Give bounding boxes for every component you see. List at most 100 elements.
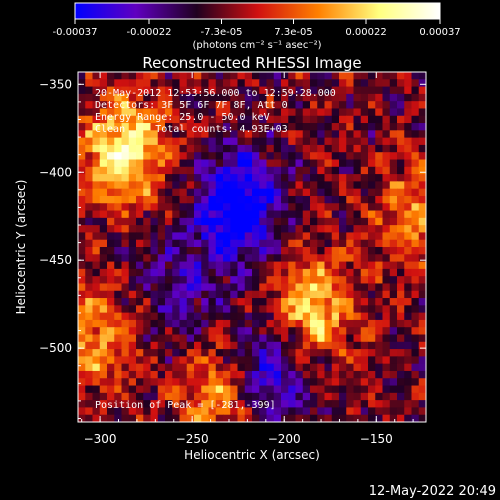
heatmap-cell [194, 72, 202, 80]
heatmap-cell [165, 195, 173, 204]
heatmap-cell [302, 181, 311, 190]
heatmap-cell [411, 123, 420, 131]
heatmap-cell [418, 341, 426, 350]
heatmap-cell [121, 79, 130, 88]
heatmap-cell [223, 137, 231, 146]
heatmap-cell [418, 108, 426, 117]
heatmap-cell [288, 93, 297, 102]
heatmap-cell [375, 290, 384, 299]
heatmap-cell [302, 414, 311, 422]
heatmap-cell [201, 327, 210, 336]
heatmap-cell [273, 247, 282, 255]
heatmap-cell [324, 72, 333, 80]
heatmap-cell [288, 298, 297, 306]
heatmap-cell [339, 174, 347, 182]
heatmap-cell [389, 385, 398, 394]
heatmap-cell [310, 268, 318, 277]
heatmap-cell [418, 137, 426, 146]
heatmap-cell [382, 86, 391, 95]
heatmap-cell [223, 108, 231, 117]
heatmap-cell [295, 72, 304, 80]
heatmap-cell [252, 101, 260, 110]
heatmap-cell [136, 414, 144, 422]
heatmap-cell [404, 86, 413, 95]
heatmap-cell [92, 174, 101, 182]
heatmap-cell [157, 174, 166, 182]
heatmap-cell [121, 210, 130, 219]
heatmap-cell [121, 349, 130, 357]
heatmap-cell [157, 298, 166, 306]
heatmap-cell [382, 327, 391, 336]
heatmap-cell [389, 341, 398, 350]
heatmap-cell [114, 247, 123, 255]
heatmap-cell [114, 137, 123, 146]
heatmap-cell [186, 327, 195, 336]
heatmap-cell [375, 334, 384, 343]
heatmap-cell [353, 195, 362, 204]
heatmap-cell [295, 392, 304, 401]
heatmap-cell [360, 327, 369, 336]
heatmap-cell [150, 159, 159, 168]
heatmap-cell [92, 341, 101, 350]
heatmap-cell [179, 385, 188, 394]
heatmap-cell [157, 181, 166, 190]
heatmap-cell [85, 195, 94, 204]
heatmap-cell [114, 341, 123, 350]
heatmap-cell [165, 159, 173, 168]
heatmap-cell [237, 261, 246, 270]
heatmap-cell [179, 130, 188, 139]
heatmap-cell [346, 327, 355, 336]
y-tick-label: −450 [39, 253, 72, 267]
heatmap-cell [186, 174, 195, 182]
heatmap-cell [375, 378, 384, 387]
heatmap-cell [360, 144, 369, 153]
heatmap-cell [107, 225, 115, 234]
heatmap-cell [411, 305, 420, 314]
heatmap-cell [237, 130, 246, 139]
heatmap-cell [353, 166, 362, 175]
heatmap-cell [208, 385, 217, 394]
heatmap-cell [310, 115, 318, 124]
heatmap-cell [404, 400, 413, 409]
heatmap-cell [382, 195, 391, 204]
heatmap-cell [215, 210, 224, 219]
heatmap-cell [266, 195, 275, 204]
heatmap-cell [179, 159, 188, 168]
heatmap-cell [266, 392, 275, 401]
heatmap-cell [237, 283, 246, 292]
heatmap-cell [215, 144, 224, 153]
heatmap-cell [165, 166, 173, 175]
heatmap-cell [244, 298, 253, 306]
heatmap-cell [404, 108, 413, 117]
heatmap-cell [157, 327, 166, 336]
heatmap-cell [368, 101, 376, 110]
heatmap-cell [99, 341, 108, 350]
heatmap-cell [346, 290, 355, 299]
heatmap-cell [266, 349, 275, 357]
heatmap-cell [346, 159, 355, 168]
heatmap-cell [172, 385, 181, 394]
heatmap-cell [92, 79, 101, 88]
heatmap-cell [411, 370, 420, 379]
heatmap-cell [266, 247, 275, 255]
heatmap-cell [273, 254, 282, 263]
heatmap-cell [85, 254, 94, 263]
heatmap-cell [339, 210, 347, 219]
heatmap-cell [382, 319, 391, 328]
heatmap-cell [252, 93, 260, 102]
heatmap-cell [281, 327, 289, 336]
heatmap-cell [375, 312, 384, 321]
heatmap-cell [288, 305, 297, 314]
heatmap-cell [208, 392, 217, 401]
heatmap-cell [99, 254, 108, 263]
heatmap-cell [85, 327, 94, 336]
heatmap-cell [288, 378, 297, 387]
heatmap-cell [252, 137, 260, 146]
heatmap-cell [172, 312, 181, 321]
heatmap-cell [230, 319, 239, 328]
heatmap-cell [230, 341, 239, 350]
heatmap-cell [418, 123, 426, 131]
heatmap-cell [266, 414, 275, 422]
heatmap-cell [317, 166, 326, 175]
